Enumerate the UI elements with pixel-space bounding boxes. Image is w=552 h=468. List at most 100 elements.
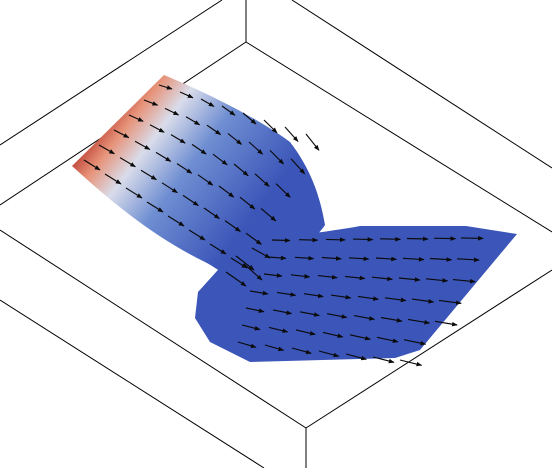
velocity-arrow-54 [298, 237, 319, 243]
inlet-channel-surface [72, 75, 325, 290]
velocity-arrow-85 [245, 307, 265, 313]
velocity-arrow-73 [371, 276, 393, 282]
velocity-arrow-106 [399, 359, 423, 367]
velocity-arrow-77 [249, 290, 269, 296]
velocity-arrow-1 [83, 159, 101, 171]
box-edge-top-left [0, 0, 223, 146]
velocity-arrow-67 [429, 257, 453, 262]
velocity-arrow-36 [206, 124, 222, 136]
velocity-arrow-49 [235, 255, 255, 271]
velocity-arrow-98 [376, 336, 399, 343]
velocity-arrow-41 [158, 84, 173, 90]
velocity-arrow-33 [143, 99, 159, 106]
velocity-arrow-35 [185, 116, 201, 126]
velocity-arrow-90 [380, 316, 403, 323]
velocity-arrow-43 [200, 98, 215, 107]
velocity-arrow-68 [456, 257, 480, 263]
velocity-arrow-80 [330, 294, 352, 300]
velocity-arrow-104 [345, 353, 367, 361]
velocity-arrow-46 [263, 119, 278, 134]
velocity-arrow-14 [203, 207, 220, 220]
velocity-arrow-57 [379, 236, 401, 242]
velocity-arrow-59 [433, 236, 457, 241]
velocity-arrow-53 [271, 238, 291, 243]
outlet-channel-surface [195, 226, 517, 362]
velocity-arrow-26 [149, 124, 165, 133]
flow-surface [72, 75, 517, 362]
velocity-arrow-45 [242, 112, 257, 125]
velocity-arrow-94 [268, 326, 289, 333]
velocity-arrow-50 [243, 263, 263, 281]
velocity-arrow-6 [188, 229, 206, 241]
velocity-arrow-92 [434, 320, 458, 327]
velocity-arrow-21 [197, 174, 214, 186]
velocity-arrow-30 [233, 163, 249, 177]
velocity-arrow-71 [317, 274, 338, 280]
velocity-arrow-91 [407, 318, 431, 325]
velocity-arrow-64 [348, 256, 370, 262]
box-edge-top-right [291, 0, 552, 169]
velocity-arrow-87 [299, 311, 320, 317]
velocity-arrow-11 [140, 169, 157, 181]
velocity-arrow-75 [425, 278, 449, 283]
velocity-arrow-19 [155, 151, 172, 162]
velocity-vectors [83, 84, 484, 367]
velocity-arrow-74 [398, 277, 421, 282]
box-edge-front-left [0, 229, 307, 429]
velocity-arrow-86 [272, 309, 293, 315]
velocity-arrow-8 [230, 257, 248, 269]
velocity-arrow-69 [263, 273, 283, 278]
velocity-arrow-99 [403, 339, 427, 346]
velocity-arrow-13 [182, 194, 199, 207]
velocity-arrow-62 [294, 255, 315, 261]
velocity-arrow-34 [164, 107, 180, 116]
box-edge-back-right [245, 41, 552, 233]
velocity-arrow-22 [218, 185, 235, 198]
velocity-arrow-2 [104, 173, 122, 185]
velocity-arrow-58 [406, 236, 429, 242]
velocity-arrow-29 [212, 153, 228, 166]
velocity-arrow-52 [225, 271, 247, 287]
velocity-arrow-3 [125, 187, 143, 199]
velocity-arrow-93 [241, 324, 261, 331]
velocity-arrow-23 [239, 196, 256, 210]
velocity-arrow-42 [179, 91, 194, 99]
velocity-arrow-27 [170, 134, 186, 144]
velocity-arrow-97 [349, 334, 371, 341]
velocity-arrow-72 [344, 275, 366, 281]
velocity-arrow-20 [176, 163, 193, 174]
velocity-arrow-44 [221, 105, 236, 116]
velocity-arrow-78 [276, 291, 297, 297]
velocity-arrow-40 [290, 158, 306, 175]
velocity-arrow-60 [460, 235, 484, 241]
velocity-arrow-95 [295, 329, 316, 336]
velocity-arrow-102 [291, 347, 312, 355]
velocity-arrow-63 [321, 256, 342, 261]
velocity-arrow-38 [248, 141, 264, 155]
velocity-arrow-31 [254, 173, 270, 187]
velocity-arrow-24 [260, 207, 277, 222]
velocity-arrow-32 [275, 183, 291, 198]
box-edge-front-right [305, 269, 552, 429]
velocity-arrow-96 [322, 331, 344, 338]
velocity-arrow-82 [384, 297, 407, 303]
velocity-arrow-70 [290, 274, 311, 279]
velocity-arrow-15 [224, 220, 241, 232]
velocity-arrow-10 [119, 157, 136, 168]
velocity-arrow-103 [318, 350, 340, 358]
velocity-arrow-88 [326, 313, 348, 319]
velocity-arrow-89 [353, 315, 375, 321]
velocity-arrow-37 [227, 133, 243, 145]
velocity-arrow-39 [269, 149, 285, 165]
velocity-arrow-105 [372, 356, 395, 364]
velocity-arrow-101 [264, 344, 285, 352]
velocity-arrow-47 [284, 126, 299, 142]
velocity-arrow-5 [167, 215, 185, 227]
velocity-arrow-81 [357, 295, 379, 301]
box-edge-bottom-left [0, 299, 265, 468]
velocity-arrow-76 [452, 278, 476, 284]
velocity-arrow-4 [146, 201, 164, 213]
velocity-arrow-9 [98, 144, 115, 155]
velocity-arrow-66 [402, 256, 425, 262]
